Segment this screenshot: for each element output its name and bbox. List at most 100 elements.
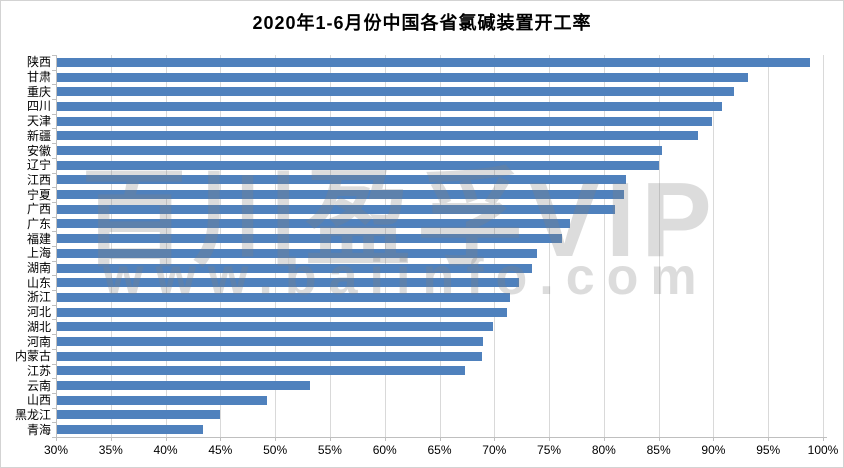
y-axis-category-label: 江西 [26,172,51,187]
x-axis-tick [56,437,57,441]
y-axis-tick [52,437,56,438]
y-axis-category-label: 广西 [26,202,51,217]
x-axis-tick [439,437,441,441]
chart-bar [57,292,510,302]
gridline-vertical [329,55,331,437]
y-axis-tick [52,378,56,380]
gridline-vertical [603,55,605,437]
x-axis-tick-label: 75% [537,443,562,457]
y-axis-category-label: 辽宁 [26,158,51,173]
x-axis-tick-label: 55% [317,443,342,457]
chart-bar [57,337,484,346]
y-axis-tick [52,407,56,409]
chart-bar [57,381,311,391]
x-axis-tick [658,437,660,441]
x-axis-tick-label: 35% [98,443,123,457]
chart-bar [57,101,723,111]
x-axis-tick-label: 85% [646,443,671,457]
y-axis-tick [52,348,56,350]
y-axis-category-label: 河南 [26,334,51,349]
y-axis-tick [52,319,56,321]
y-axis-tick [52,172,56,174]
chart-bar [57,248,538,258]
y-axis-tick [52,187,56,189]
x-axis-tick [823,437,824,441]
x-axis-tick [713,437,715,441]
y-axis-tick [52,260,56,262]
chart-bar [57,146,662,155]
x-axis-tick-label: 30% [43,443,69,457]
y-axis-category-label: 陕西 [26,55,51,70]
y-axis-tick [52,84,56,86]
chart-bar [57,410,221,420]
y-axis-tick [52,363,56,365]
x-axis-tick-label: 65% [427,443,452,457]
x-axis-tick-label: 95% [756,443,781,457]
y-axis-tick [52,231,56,233]
gridline-vertical [768,55,770,437]
chart-bar [57,307,508,317]
y-axis-tick [52,290,56,292]
y-axis-tick [52,55,56,56]
chart-bar [57,234,563,244]
y-axis-category-label: 甘肃 [26,70,51,85]
y-axis-category-label: 新疆 [26,128,51,143]
gridline-vertical [220,55,222,437]
x-axis-tick [384,437,386,441]
x-axis-tick [603,437,605,441]
chart-bar [57,160,659,170]
y-axis-category-label: 青海 [26,422,51,437]
chart-bar [57,278,520,288]
chart-bar [57,322,494,332]
y-axis-category-label: 内蒙古 [14,349,51,364]
chart-bar [57,204,615,214]
x-axis-tick [329,437,331,441]
y-axis-line [56,55,57,438]
y-axis-category-label: 山西 [26,393,51,408]
y-axis-tick [52,128,56,130]
y-axis-category-label: 重庆 [26,84,51,99]
y-axis-tick [52,246,56,247]
x-axis-tick [275,437,277,441]
chart-bar [57,116,713,126]
gridline-vertical [494,55,496,437]
y-axis-tick [52,143,56,145]
gridline-vertical [658,55,660,437]
y-axis-tick [52,157,56,159]
y-axis-tick [52,201,56,203]
y-axis-category-label: 四川 [26,99,51,114]
y-axis-category-label: 黑龙江 [14,407,51,422]
y-axis-category-label: 河北 [26,305,51,320]
y-axis-category-label: 福建 [26,231,51,246]
gridline-vertical [713,55,715,437]
x-axis-tick [165,437,167,441]
x-axis-tick [768,437,770,441]
gridline-vertical [823,55,824,437]
y-axis-tick [52,113,56,115]
x-axis-tick-label: 100% [807,443,839,457]
x-axis-tick [110,437,112,441]
x-axis-tick-label: 50% [263,443,288,457]
gridline-vertical [384,55,386,437]
gridline-vertical [275,55,277,437]
x-axis-tick [220,437,222,441]
chart-title: 2020年1-6月份中国各省氯碱装置开工率 [252,13,592,33]
gridline-vertical [165,55,167,437]
x-axis-tick-label: 60% [372,443,397,457]
x-axis-line [52,437,827,438]
chart-bar [57,395,268,405]
y-axis-tick [52,334,56,336]
chart-bar [57,351,483,361]
x-axis-tick-label: 70% [482,443,507,457]
x-axis-tick [494,437,496,441]
y-axis-category-label: 宁夏 [26,187,51,202]
y-axis-category-label: 湖北 [26,319,51,334]
y-axis-category-label: 天津 [26,114,51,129]
y-axis-tick [52,275,56,277]
y-axis-category-label: 云南 [26,378,51,393]
y-axis-tick [52,304,56,306]
y-axis-tick [52,69,56,71]
y-axis-tick [52,216,56,218]
x-axis-tick-label: 80% [591,443,616,457]
gridline-vertical [439,55,441,437]
